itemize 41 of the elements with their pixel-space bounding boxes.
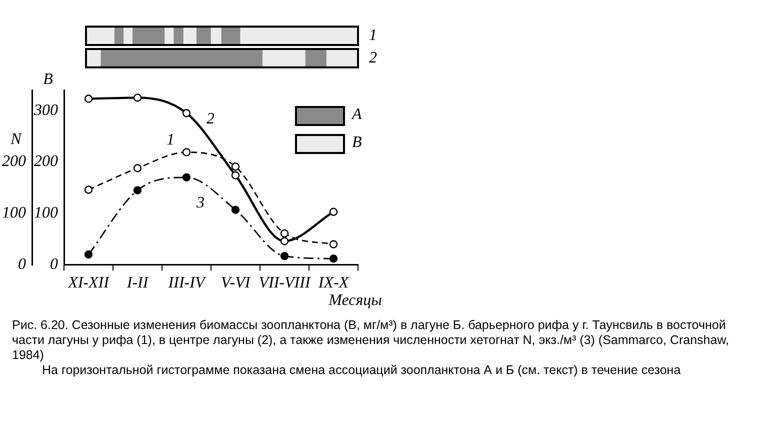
point (133, 186, 142, 194)
y-tick-label: 300 (33, 102, 58, 119)
y-tick-label: 0 (50, 256, 58, 274)
point (329, 240, 338, 248)
x-tick-label: IX-X (317, 274, 350, 292)
point (231, 206, 240, 214)
series-label: 1 (166, 131, 174, 148)
series-label: 3 (196, 194, 204, 212)
point (133, 164, 142, 172)
x-axis-title: Месяцы (328, 292, 382, 310)
y2-axis-title: N (10, 131, 23, 148)
point (280, 252, 289, 260)
y2-tick-label: 100 (2, 204, 26, 222)
text: На горизонтальной гистограмме показана смена ассоциаций зоопланктона А и Б (см. текст) в течение сезона (41, 363, 682, 378)
point (84, 250, 93, 259)
point (182, 173, 191, 182)
x-tick-label: I-II (126, 274, 149, 292)
point (182, 148, 191, 156)
point (329, 254, 338, 263)
point (84, 94, 93, 103)
point (231, 171, 240, 180)
point (182, 109, 191, 118)
y-axis-title: В (43, 71, 54, 88)
point (280, 237, 289, 246)
point (84, 186, 93, 194)
point (280, 229, 289, 238)
y-tick-label: 200 (34, 153, 58, 170)
series-label: 2 (206, 110, 214, 128)
y2-tick-label: 200 (2, 153, 26, 170)
x-tick-label: VII-VIII (258, 274, 311, 292)
point (329, 208, 338, 216)
y-tick-label: 100 (34, 204, 58, 222)
text: Рис. 6.20. Сезонные изменения биомассы зоопланктона (B, мг/м³) в лагуне Б. барьерного рифа у г. Таунсвиль в восточной части лагуны у рифа (1), в центре лагуны (2), а также изменения численности хетогнат N, экз./м³ (3) (Sammarco, Cranshaw, 1984) (12, 318, 730, 363)
point (231, 162, 240, 171)
point (133, 94, 142, 102)
y2-tick-label: 0 (18, 256, 26, 274)
x-tick-label: V-VI (220, 274, 251, 292)
x-tick-label: III-IV (167, 274, 207, 292)
annotation: А (352, 106, 362, 124)
annotation: В (352, 134, 362, 152)
x-tick-label: XI-XII (67, 274, 110, 292)
